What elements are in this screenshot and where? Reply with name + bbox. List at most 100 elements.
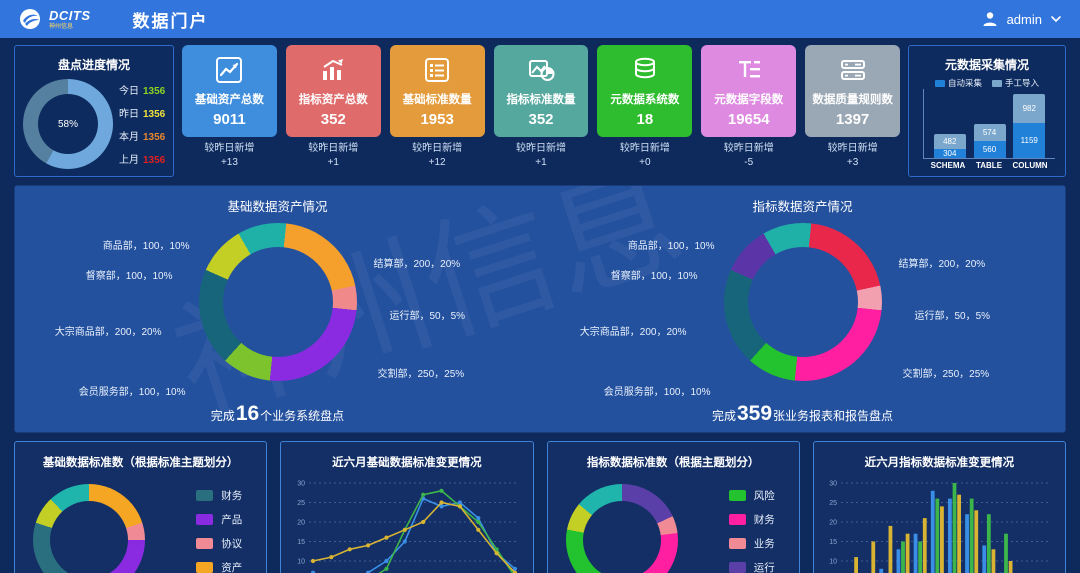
logo-text: DCITS [49, 7, 91, 23]
user-name: admin [1006, 11, 1042, 27]
inventory-progress-panel: 盘点进度情况 58% 今日 1356 昨日 1356 本月 [14, 45, 174, 177]
database-icon [634, 57, 655, 78]
base-standard-donut [33, 484, 145, 573]
legend-swatch [992, 79, 1002, 87]
indicator-standard-trend-bar-chart: 30252015105 [830, 481, 1052, 573]
slice-label: 交割部，250，25% [902, 369, 990, 380]
base-assets-caption: 完成16个业务系统盘点 [210, 402, 345, 425]
svg-text:25: 25 [297, 500, 305, 507]
slice-label: 大宗商品部，200，20% [54, 327, 162, 338]
kpi-card-base-standards[interactable]: 基础标准数量 1953 [389, 45, 485, 137]
assets-overview-panel: 神州信息 基础数据资产情况 商品部，100，10% 督察部，100，10% 大宗… [14, 185, 1066, 433]
svg-text:20: 20 [297, 520, 305, 527]
bar-chart-arrow-icon [323, 58, 344, 80]
legend-item: 财务 [728, 512, 775, 527]
legend-auto-collect: 自动采集 [934, 77, 982, 89]
panel-title: 近六月基础数据标准变更情况 [332, 457, 482, 469]
svg-text:25: 25 [830, 500, 838, 507]
svg-text:20: 20 [830, 520, 838, 527]
kpi-card-indicator-standards[interactable]: 指标标准数量 352 [493, 45, 589, 137]
auto-collect-segment: 1159 [1013, 123, 1046, 158]
legend-swatch [196, 514, 214, 525]
stacked-bar: 982 1159 [1013, 93, 1046, 158]
slice-label: 督察部，100，10% [610, 271, 698, 282]
manual-import-segment: 482 [933, 134, 966, 149]
kpi-delta: 较昨日新增 +12 [412, 143, 463, 168]
base-assets-chart: 商品部，100，10% 督察部，100，10% 大宗商品部，200，20% 会员… [15, 215, 540, 400]
base-assets-donut [198, 223, 357, 381]
page-title: 数据门户 [132, 11, 209, 31]
logo-swirl-icon [20, 9, 40, 29]
legend-swatch [196, 490, 214, 501]
kpi-card-indicator-assets[interactable]: 指标资产总数 352 [285, 45, 381, 137]
user-menu[interactable]: admin [981, 10, 1062, 28]
indicator-assets-donut [723, 223, 882, 381]
indicator-standard-legend: 风险 财务 业务 运行 信息 [728, 488, 789, 573]
slice-label: 交割部，250，25% [377, 369, 465, 380]
user-icon [983, 12, 997, 26]
stat-today: 今日 1356 [119, 86, 166, 97]
legend-swatch [728, 538, 746, 549]
indicator-assets-chart: 商品部，100，10% 督察部，100，10% 大宗商品部，200，20% 会员… [540, 215, 1065, 400]
legend-swatch [728, 514, 746, 525]
bar-category-label: SCHEMA [930, 161, 966, 170]
collection-bars: 482 304 574 560 982 1159 [923, 89, 1055, 159]
chevron-down-icon [1051, 16, 1061, 23]
stat-yesterday: 昨日 1356 [119, 109, 166, 120]
stat-this-month: 本月 1356 [119, 132, 166, 143]
slice-label: 会员服务部，100，10% [78, 387, 186, 398]
kpi-indicator-assets: 指标资产总数 352 较昨日新增 +1 [285, 45, 381, 177]
kpi-metadata-systems: 元数据系统数 18 较昨日新增 +0 [597, 45, 693, 177]
slice-label: 大宗商品部，200，20% [579, 327, 687, 338]
slice-label: 结算部，200，20% [373, 259, 461, 270]
svg-text:30: 30 [830, 481, 838, 488]
indicator-assets-section: 指标数据资产情况 商品部，100，10% 督察部，100，10% 大宗商品部，2… [540, 186, 1065, 432]
auto-collect-segment: 304 [933, 148, 966, 158]
legend-item: 风险 [728, 488, 775, 503]
inventory-percent: 58% [57, 118, 78, 130]
kpi-card-metadata-fields[interactable]: 元数据字段数 19654 [701, 45, 797, 137]
logo[interactable]: DCITS 神州信息 [18, 7, 91, 31]
svg-text:15: 15 [830, 539, 838, 546]
slice-label: 结算部，200，20% [898, 259, 986, 270]
svg-text:10: 10 [830, 559, 838, 566]
kpi-card-quality-rules[interactable]: 数据质量规则数 1397 [805, 45, 901, 137]
slice-label: 运行部，50，5% [914, 311, 991, 322]
base-standard-donut-panel: 基础数据标准数（根据标准主题划分） 财务 产品 协议 资产 员工 [14, 441, 268, 573]
kpi-delta: 较昨日新增 +1 [308, 143, 359, 168]
kpi-base-standards: 基础标准数量 1953 较昨日新增 +12 [389, 45, 485, 177]
kpi-delta: 较昨日新增 +1 [516, 143, 566, 168]
kpi-base-assets: 基础资产总数 9011 较昨日新增 +13 [182, 45, 277, 177]
slice-label: 会员服务部，100，10% [603, 387, 711, 398]
bar-category-label: COLUMN [1012, 161, 1048, 170]
legend-swatch [728, 490, 746, 501]
slice-label: 督察部，100，10% [85, 271, 173, 282]
stacked-bar: 482 304 [933, 134, 966, 158]
image-pie-icon [529, 59, 555, 81]
kpi-delta: 较昨日新增 -5 [723, 143, 774, 168]
base-standard-trend-panel: 近六月基础数据标准变更情况 30252015105 [280, 441, 534, 573]
auto-collect-segment: 560 [973, 141, 1006, 158]
legend-item: 资产 [196, 560, 242, 573]
base-standard-trend-line-chart: 30252015105 [297, 481, 519, 573]
indicator-standard-trend-panel: 近六月指标数据标准变更情况 30252015105 [812, 441, 1066, 573]
legend-swatch [196, 538, 214, 549]
svg-text:15: 15 [297, 539, 305, 546]
top-row: 盘点进度情况 58% 今日 1356 昨日 1356 本月 [14, 45, 1066, 177]
kpi-delta: 较昨日新增 +3 [827, 143, 878, 168]
kpi-indicator-standards: 指标标准数量 352 较昨日新增 +1 [493, 45, 589, 177]
slice-label: 运行部，50，5% [389, 311, 466, 322]
base-assets-section: 基础数据资产情况 商品部，100，10% 督察部，100，10% 大宗商品部，2… [15, 186, 540, 432]
kpi-quality-rules: 数据质量规则数 1397 较昨日新增 +3 [805, 45, 901, 177]
kpi-card-base-assets[interactable]: 基础资产总数 9011 [182, 45, 277, 137]
panel-title: 指标数据标准数（根据主题划分） [586, 457, 760, 469]
stat-last-month: 上月 1356 [119, 155, 166, 166]
bar-category-label: TABLE [975, 161, 1003, 170]
base-assets-title: 基础数据资产情况 [227, 200, 328, 214]
inventory-progress-donut: 58% [23, 79, 113, 169]
svg-text:30: 30 [297, 481, 305, 488]
slice-label: 商品部，100，10% [627, 241, 715, 252]
metadata-collection-panel: 元数据采集情况 自动采集 手工导入 482 304 574 560 982 1159 SC… [908, 45, 1066, 177]
svg-text:10: 10 [297, 559, 305, 566]
kpi-card-metadata-systems[interactable]: 元数据系统数 18 [597, 45, 693, 137]
